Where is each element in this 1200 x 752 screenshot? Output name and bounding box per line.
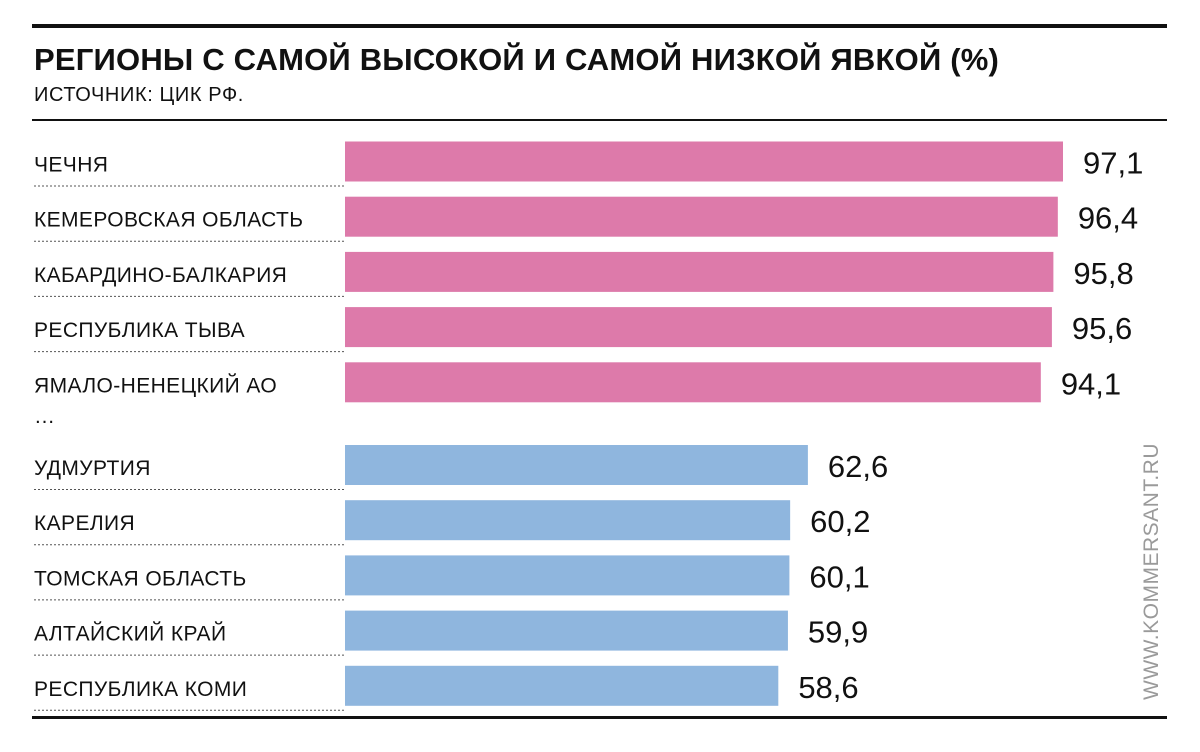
bar (345, 665, 779, 706)
group-separator: … (34, 405, 55, 428)
header-rule (32, 119, 1167, 121)
bar (345, 362, 1041, 403)
top-rule (32, 24, 1167, 28)
chart-title: РЕГИОНЫ С САМОЙ ВЫСОКОЙ И САМОЙ НИЗКОЙ Я… (34, 42, 1000, 77)
category-label: РЕСПУБЛИКА ТЫВА (34, 319, 245, 342)
value-label: 95,6 (1072, 311, 1132, 346)
value-label: 96,4 (1078, 201, 1138, 236)
category-label: ТОМСКАЯ ОБЛАСТЬ (34, 567, 247, 590)
category-label: ЯМАЛО-НЕНЕЦКИЙ АО (34, 373, 277, 397)
category-label: АЛТАЙСКИЙ КРАЙ (34, 622, 226, 646)
value-label: 95,8 (1073, 256, 1133, 291)
bottom-rule (32, 716, 1167, 719)
value-label: 97,1 (1083, 146, 1143, 181)
chart-source: ИСТОЧНИК: ЦИК РФ. (34, 84, 244, 106)
value-label: 60,1 (809, 559, 869, 594)
category-label: КАБАРДИНО-БАЛКАРИЯ (34, 264, 287, 287)
bar (345, 196, 1058, 237)
watermark: WWW.KOMMERSANT.RU (1140, 443, 1163, 700)
value-label: 58,6 (798, 670, 858, 705)
category-label: КЕМЕРОВСКАЯ ОБЛАСТЬ (34, 209, 303, 232)
value-label: 62,6 (828, 449, 888, 484)
bar (345, 251, 1054, 292)
category-label: КАРЕЛИЯ (34, 512, 135, 535)
bar (345, 141, 1063, 182)
category-label: ЧЕЧНЯ (34, 154, 108, 177)
bar (345, 610, 788, 651)
bar (345, 445, 808, 485)
category-label: УДМУРТИЯ (34, 457, 151, 480)
category-label: РЕСПУБЛИКА КОМИ (34, 678, 247, 701)
bar (345, 500, 791, 541)
value-label: 60,2 (810, 504, 870, 539)
bar (345, 307, 1052, 348)
bar (345, 555, 790, 596)
value-label: 94,1 (1061, 366, 1121, 401)
value-label: 59,9 (808, 615, 868, 650)
